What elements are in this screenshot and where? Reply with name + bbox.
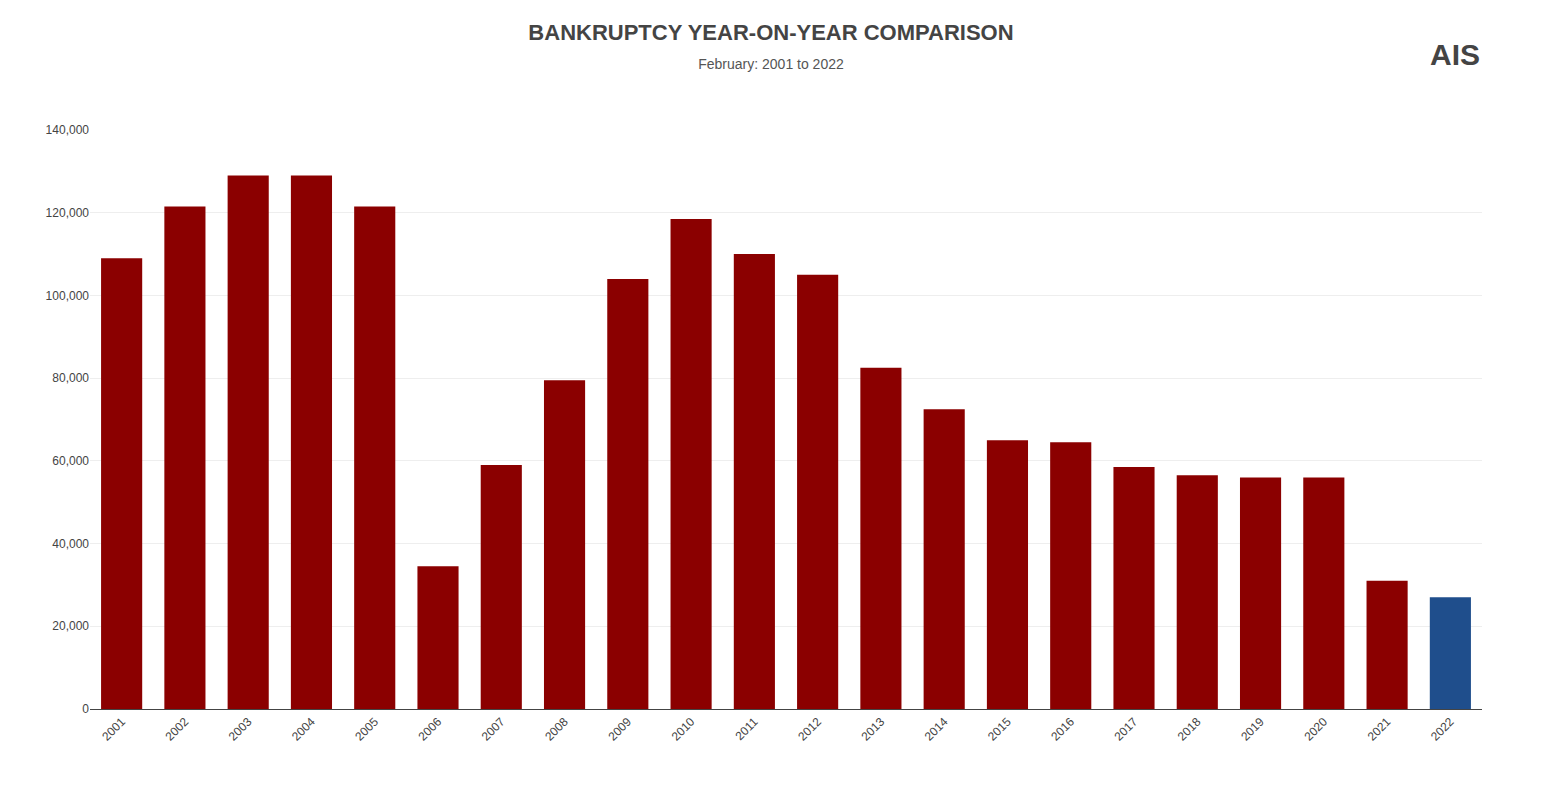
svg-text:2006: 2006 bbox=[416, 715, 445, 744]
svg-text:2022: 2022 bbox=[1428, 715, 1457, 744]
svg-text:0: 0 bbox=[82, 702, 89, 716]
svg-text:2003: 2003 bbox=[226, 715, 255, 744]
svg-text:2008: 2008 bbox=[542, 715, 571, 744]
svg-text:60,000: 60,000 bbox=[52, 454, 89, 468]
svg-text:2009: 2009 bbox=[605, 715, 634, 744]
svg-text:2020: 2020 bbox=[1301, 715, 1330, 744]
svg-text:120,000: 120,000 bbox=[46, 206, 90, 220]
svg-text:2001: 2001 bbox=[99, 715, 128, 744]
svg-text:2010: 2010 bbox=[669, 715, 698, 744]
svg-text:2014: 2014 bbox=[922, 715, 951, 744]
svg-text:80,000: 80,000 bbox=[52, 371, 89, 385]
svg-text:140,000: 140,000 bbox=[46, 123, 90, 137]
svg-text:100,000: 100,000 bbox=[46, 289, 90, 303]
svg-text:2011: 2011 bbox=[733, 715, 761, 743]
svg-text:2016: 2016 bbox=[1048, 715, 1077, 744]
svg-text:2019: 2019 bbox=[1238, 715, 1267, 744]
svg-text:2013: 2013 bbox=[858, 715, 887, 744]
svg-text:20,000: 20,000 bbox=[52, 619, 89, 633]
svg-text:2007: 2007 bbox=[479, 715, 508, 744]
svg-text:2017: 2017 bbox=[1112, 715, 1141, 744]
svg-text:2004: 2004 bbox=[289, 715, 318, 744]
svg-text:2005: 2005 bbox=[352, 715, 381, 744]
svg-text:2012: 2012 bbox=[795, 715, 824, 744]
svg-text:2002: 2002 bbox=[162, 715, 191, 744]
svg-text:2015: 2015 bbox=[985, 715, 1014, 744]
svg-text:40,000: 40,000 bbox=[52, 537, 89, 551]
svg-text:2021: 2021 bbox=[1365, 715, 1394, 744]
svg-text:BANKRUPTCY YEAR-ON-YEAR COMPAR: BANKRUPTCY YEAR-ON-YEAR COMPARISONFebrua… bbox=[528, 20, 1013, 72]
svg-text:2018: 2018 bbox=[1175, 715, 1204, 744]
svg-text:AIS: AIS bbox=[1430, 38, 1480, 71]
